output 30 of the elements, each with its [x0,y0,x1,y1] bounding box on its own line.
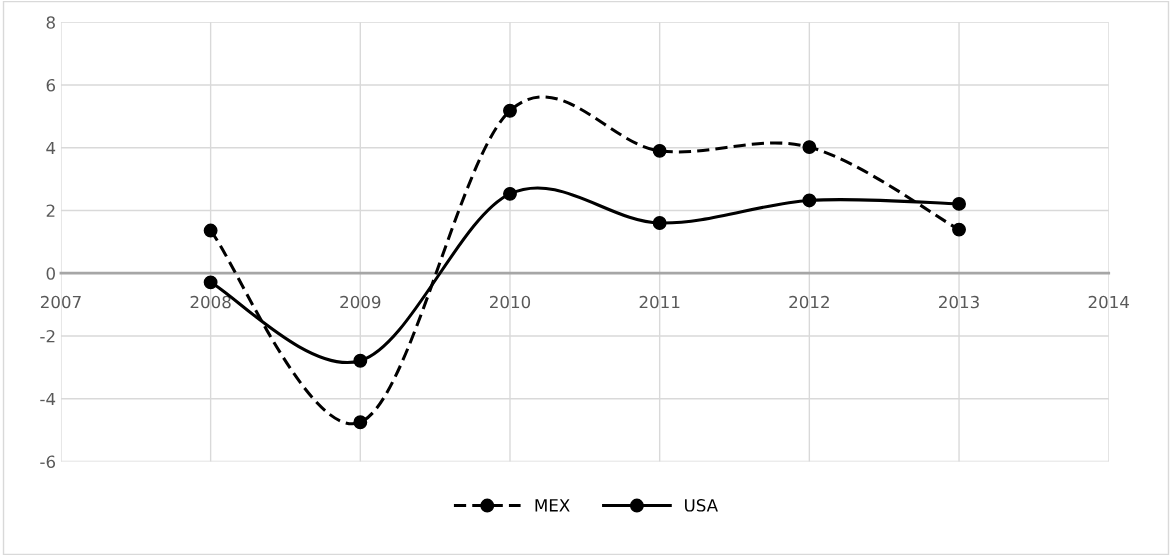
point [652,216,667,230]
point [802,193,817,208]
y-tick-label: 4 [46,141,56,155]
x-tick-label: 2011 [639,295,680,309]
point [952,196,966,211]
point [503,103,517,118]
y-tick-label: 0 [46,267,55,280]
y-tick-label: -4 [40,392,56,406]
y-tick-label: 2 [46,204,55,217]
x-tick-label: 2010 [490,295,531,309]
point [503,186,517,201]
point [203,275,218,290]
legend-label: USA [685,499,718,512]
point [203,223,218,238]
point [353,415,368,430]
legend-label: MEX [535,499,570,512]
point [652,143,667,158]
y-tick-label: 6 [46,78,56,92]
point [952,222,966,237]
y-tick-label: -6 [40,455,56,469]
x-tick-label: 2008 [190,295,231,309]
x-tick-label: 2009 [340,295,381,309]
x-tick-label: 2014 [1088,295,1129,309]
point [802,140,817,155]
y-tick-label: -2 [40,329,55,343]
x-tick-label: 2013 [939,295,979,309]
x-tick-label: 2007 [40,295,81,309]
y-tick-label: 8 [46,16,55,29]
x-tick-label: 2012 [789,295,829,309]
point [353,353,368,368]
